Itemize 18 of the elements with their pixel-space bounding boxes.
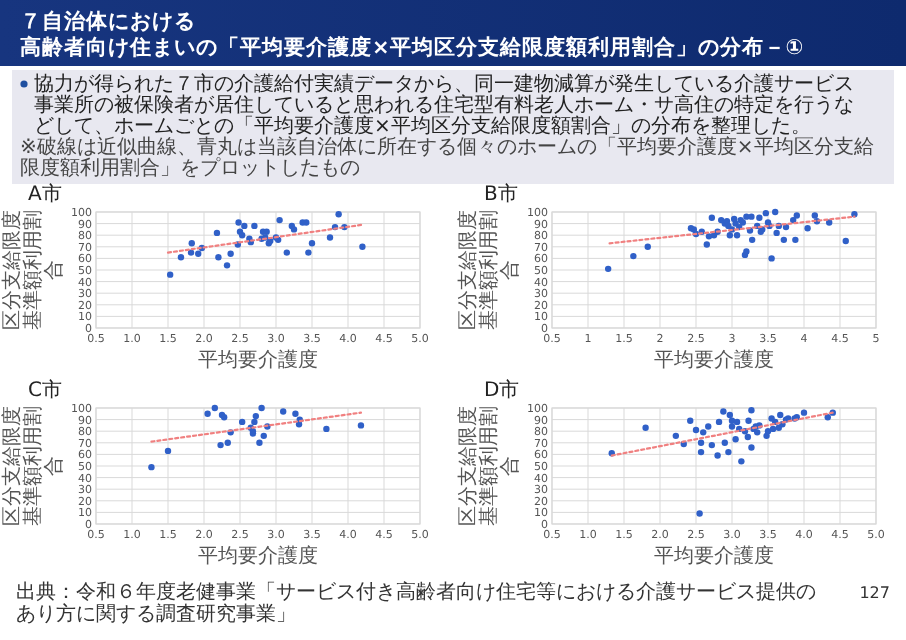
y-axis-title: 区分支給限度基準額利用割合 [0, 210, 66, 330]
source-note: 出典：令和６年度老健事業「サービス付き高齢者向け住宅等における介護サービス提供のあり方に関する調査研究事業」 [16, 580, 816, 626]
chart-title: D市 [484, 378, 520, 402]
text: 高齢者向け住まいの「平均要介護度×平均区分支給限度額利用割合」の分布－① [20, 34, 804, 60]
chart-title: A市 [28, 182, 62, 206]
text: 127 [859, 584, 890, 602]
x-axis-title: 平均要介護度 [198, 544, 318, 568]
x-axis-title: 平均要介護度 [654, 544, 774, 568]
y-axis-title: 区分支給限度基準額利用割合 [456, 210, 522, 330]
text: ７自治体における [20, 8, 196, 34]
x-axis-title: 平均要介護度 [654, 348, 774, 372]
x-axis-title: 平均要介護度 [198, 348, 318, 372]
text: 協力が得られた７市の介護給付実績データから、同一建物減算が発生している介護サービス事業所の被保険者が居住していると思われる住宅型有料老人ホーム・サ高住の特定を行うなどして、ホームごとの「平均要介護度×平均区分支給限度額割合」の分布を整理した。 [34, 72, 854, 138]
y-axis-title: 区分支給限度基準額利用割合 [0, 406, 66, 526]
text: ※破線は近似曲線、青丸は当該自治体に所在する個々のホームの「平均要介護度×平均区分支給限度額利用割合」をプロットしたもの [20, 135, 874, 180]
chart-title: C市 [28, 378, 62, 402]
y-axis-title: 区分支給限度基準額利用割合 [456, 406, 522, 526]
chart-title: B市 [484, 182, 518, 206]
